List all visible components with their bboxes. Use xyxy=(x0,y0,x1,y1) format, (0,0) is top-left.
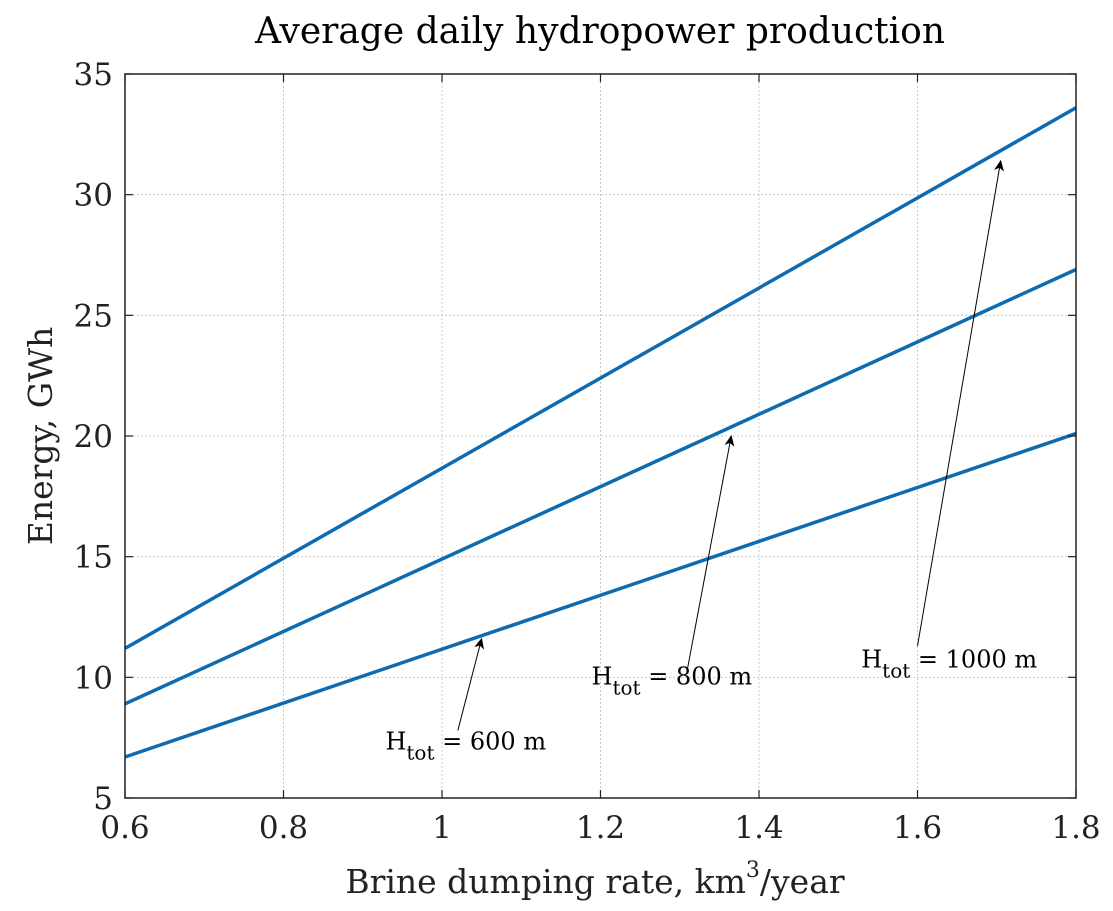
series-group xyxy=(124,106,1077,759)
y-ticks: 5 10 15 20 25 30 35 xyxy=(74,57,1076,817)
annotation-value: = 600 m xyxy=(435,728,547,756)
x-axis-label: Brine dumping rate, km3/year xyxy=(345,858,845,901)
annotation-subscript: tot xyxy=(406,741,434,765)
x-tick-label: 1.8 xyxy=(1051,810,1100,846)
annotation-subscript: tot xyxy=(612,676,640,700)
x-axis-label-superscript: 3 xyxy=(746,858,760,883)
y-tick-label: 15 xyxy=(74,540,113,576)
annotation-value: = 800 m xyxy=(641,663,753,691)
annotation-arrow-1 xyxy=(457,637,484,731)
y-tick-label: 35 xyxy=(74,57,113,93)
series-line-3 xyxy=(124,106,1077,650)
series-line-1 xyxy=(124,431,1077,759)
y-axis-label: Energy, GWh xyxy=(21,327,60,546)
x-tick-label: 0.8 xyxy=(259,810,308,846)
annotation-arrow-2 xyxy=(687,435,735,668)
y-tick-label: 20 xyxy=(74,419,113,455)
annotation-symbol: H xyxy=(861,646,882,674)
annotation-label-2: Htot = 800 m xyxy=(592,663,753,700)
series-line-2 xyxy=(124,267,1077,706)
annotation-symbol: H xyxy=(592,663,613,691)
y-tick-label: 5 xyxy=(93,781,113,817)
x-ticks: 0.6 0.8 1 1.2 1.4 1.6 1.8 xyxy=(100,74,1101,846)
annotation-label-3: Htot = 1000 m xyxy=(861,646,1037,683)
annotation-subscript: tot xyxy=(882,659,910,683)
x-tick-label: 1.2 xyxy=(576,810,625,846)
x-tick-label: 0.6 xyxy=(100,810,149,846)
y-tick-label: 30 xyxy=(74,178,113,214)
x-tick-label: 1.4 xyxy=(734,810,783,846)
x-tick-label: 1.6 xyxy=(893,810,942,846)
chart-title: Average daily hydropower production xyxy=(254,11,945,52)
annotation-label-1: Htot = 600 m xyxy=(385,728,546,765)
annotation-symbol: H xyxy=(385,728,406,756)
annotation-arrow-3 xyxy=(917,159,1004,647)
y-tick-label: 10 xyxy=(74,660,113,696)
x-axis-label-main: Brine dumping rate, km xyxy=(345,862,746,901)
annotation-value: = 1000 m xyxy=(910,646,1037,674)
y-tick-label: 25 xyxy=(74,298,113,334)
x-tick-label: 1 xyxy=(432,810,452,846)
x-axis-label-tail: /year xyxy=(760,862,845,901)
